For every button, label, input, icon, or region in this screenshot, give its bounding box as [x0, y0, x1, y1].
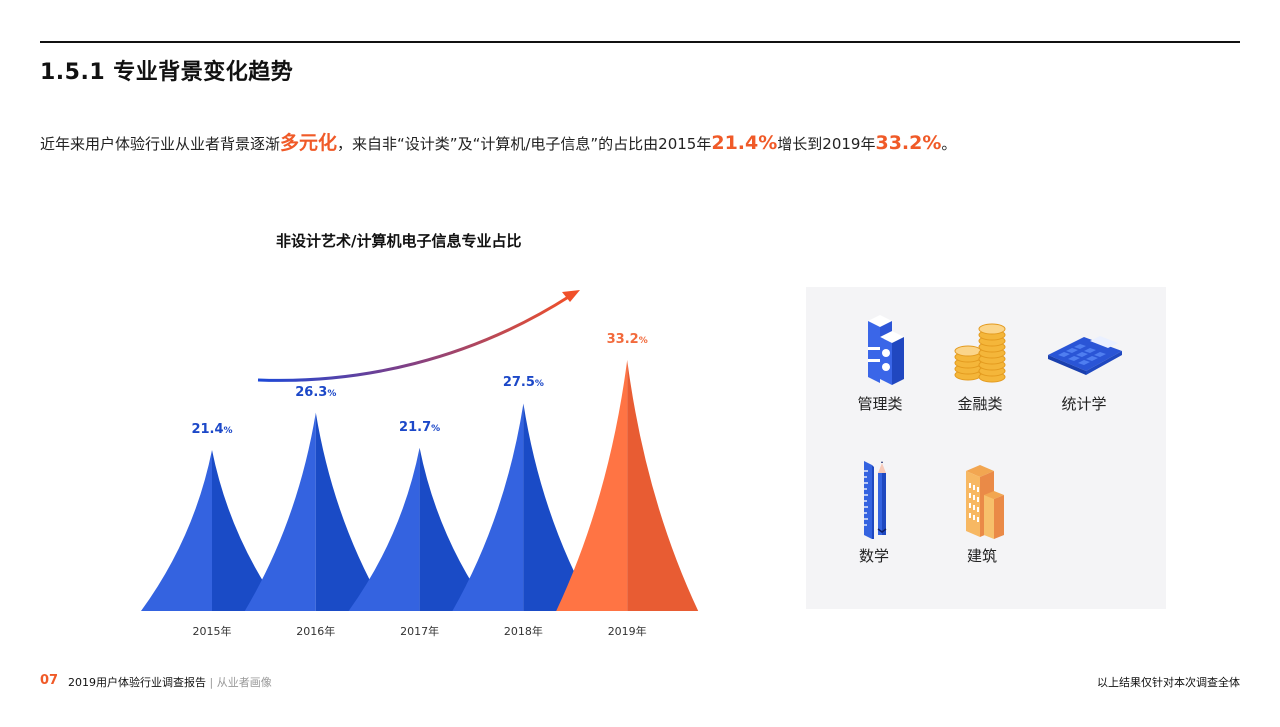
major-label: 统计学	[1061, 395, 1107, 413]
peak-2019年	[556, 360, 628, 611]
lead-text-1: 近年来用户体验行业从业者背景逐渐	[40, 135, 281, 153]
lead-paragraph: 近年来用户体验行业从业者背景逐渐多元化，来自非“设计类”及“计算机/电子信息”的…	[40, 128, 956, 155]
page-number: 07	[40, 673, 59, 688]
major-label: 数学	[858, 547, 889, 565]
peaks-group	[141, 360, 699, 611]
value-label: 27.5%	[502, 375, 544, 391]
lead-text-2: ，来自非“设计类”及“计算机/电子信息”的占比由2015年	[337, 135, 712, 153]
footer-report-title: 2019用户体验行业调查报告 | 从业者画像	[68, 674, 272, 690]
value-label: 26.3%	[295, 384, 337, 400]
majors-panel: 管理类	[806, 287, 1166, 609]
lead-highlight-diversified: 多元化	[280, 132, 338, 154]
major-statistics: 统计学	[1034, 307, 1134, 414]
footer-note: 以上结果仅针对本次调查全体	[1097, 676, 1240, 689]
major-management: 管理类	[830, 307, 930, 414]
report-title: 2019用户体验行业调查报告	[68, 676, 206, 689]
peak-2018年	[452, 403, 524, 611]
books-icon	[840, 307, 920, 387]
top-rule	[40, 41, 1240, 43]
trend-arrow	[257, 294, 571, 382]
major-label: 建筑	[966, 547, 997, 565]
x-axis-label: 2016年	[296, 625, 336, 638]
major-label: 管理类	[857, 395, 903, 413]
peak-2017年	[348, 447, 420, 611]
major-architecture: 建筑	[932, 459, 1032, 566]
x-axis-label: 2019年	[607, 625, 647, 638]
lead-highlight-2019: 33.2%	[875, 132, 942, 154]
lead-highlight-2015: 21.4%	[711, 132, 778, 154]
x-axis-label: 2017年	[400, 625, 440, 638]
major-math: 数学	[824, 459, 924, 566]
calculator-icon	[1044, 307, 1124, 387]
trend-arrow-head-icon	[562, 290, 580, 302]
building-icon	[942, 459, 1022, 539]
footer-separator: |	[206, 676, 217, 689]
peak-2016年	[244, 412, 316, 611]
coins-icon	[940, 307, 1020, 387]
x-axis-label: 2015年	[192, 625, 232, 638]
major-finance: 金融类	[930, 307, 1030, 414]
lead-text-3: 增长到2019年	[777, 135, 876, 153]
footer-section: 从业者画像	[216, 676, 272, 689]
value-label: 33.2%	[606, 332, 648, 347]
peak-2015年	[141, 450, 212, 611]
lead-text-4: 。	[941, 135, 957, 153]
x-axis-label: 2018年	[503, 625, 543, 638]
page-title: 1.5.1 专业背景变化趋势	[40, 60, 294, 85]
value-label: 21.7%	[399, 419, 441, 435]
ruler-pencil-icon	[834, 459, 914, 539]
major-label: 金融类	[957, 395, 1003, 413]
value-label: 21.4%	[191, 422, 233, 437]
chart-title: 非设计艺术/计算机电子信息专业占比	[276, 232, 522, 250]
